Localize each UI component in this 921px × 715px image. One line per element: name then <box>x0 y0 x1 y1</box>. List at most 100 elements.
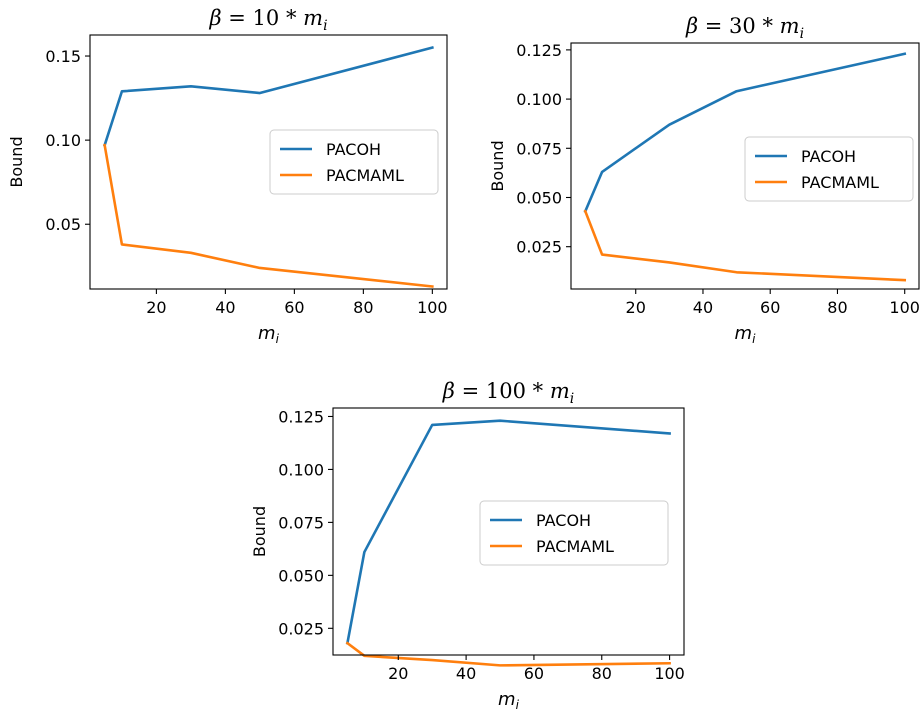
data-point-pacoh-5 <box>904 53 906 55</box>
x-tick-label: 40 <box>693 298 713 317</box>
x-tick-label: 20 <box>388 664 408 683</box>
title-var: m <box>780 14 800 38</box>
plot-frame <box>332 407 685 656</box>
title-times: * <box>526 379 550 403</box>
data-point-pacoh-5 <box>431 46 433 48</box>
data-point-pacmaml-4 <box>259 267 261 269</box>
y-tick-label: 0.05 <box>45 215 81 234</box>
y-tick-label: 0.10 <box>45 131 81 150</box>
x-axis-label: mi <box>735 323 757 346</box>
x-label-sub: i <box>752 332 756 346</box>
data-point-pacmaml-3 <box>431 659 433 661</box>
x-tick-label: 80 <box>592 664 612 683</box>
data-point-pacoh-4 <box>735 90 737 92</box>
title-times: * <box>756 14 780 38</box>
legend-label-pacmaml: PACMAML <box>326 166 404 185</box>
legend-box <box>269 129 439 195</box>
data-point-pacoh-3 <box>431 424 433 426</box>
x-tick-label: 100 <box>417 298 448 317</box>
y-tick-label: 0.125 <box>516 41 562 60</box>
x-label-sub: i <box>516 698 520 712</box>
y-tick-label: 0.025 <box>516 238 562 257</box>
legend-label-pacoh: PACOH <box>326 140 381 159</box>
x-tick-label: 80 <box>827 298 847 317</box>
x-tick-label: 60 <box>760 298 780 317</box>
series-line-pacoh <box>103 46 434 147</box>
legend: PACOH PACMAML <box>479 500 669 566</box>
x-tick-label: 20 <box>626 298 646 317</box>
y-tick-label: 0.100 <box>278 460 324 479</box>
data-point-pacoh-3 <box>668 123 670 125</box>
legend-box <box>479 500 669 566</box>
data-point-pacoh-4 <box>499 420 501 422</box>
title-equals: = <box>222 6 253 30</box>
title-var: m <box>550 379 570 403</box>
data-point-pacoh-2 <box>121 90 123 92</box>
y-tick-label: 0.125 <box>278 407 324 426</box>
title-coefficient: 100 <box>486 379 526 403</box>
y-tick-label: 0.050 <box>516 188 562 207</box>
plot-frame <box>570 42 920 290</box>
x-tick-label: 80 <box>353 298 373 317</box>
data-point-pacmaml-3 <box>668 261 670 263</box>
data-point-pacmaml-5 <box>431 285 433 287</box>
data-point-pacmaml-5 <box>904 279 906 281</box>
data-point-pacmaml-1 <box>103 144 105 146</box>
legend-label-pacoh: PACOH <box>536 511 591 530</box>
x-tick-label: 40 <box>456 664 476 683</box>
x-label-var: m <box>498 689 516 710</box>
y-tick-label: 0.025 <box>278 619 324 638</box>
x-tick-label: 40 <box>215 298 235 317</box>
title-equals: = <box>698 14 729 38</box>
data-point-pacmaml-3 <box>190 252 192 254</box>
y-axis-label: Bound <box>7 136 26 187</box>
title-coefficient: 30 <box>729 14 756 38</box>
x-tick-label: 20 <box>146 298 166 317</box>
x-tick-label: 100 <box>654 664 685 683</box>
legend-label-pacmaml: PACMAML <box>801 173 879 192</box>
title-sub: i <box>570 391 574 407</box>
data-point-pacmaml-2 <box>121 243 123 245</box>
chart-title: β = 100 * mi <box>442 379 574 407</box>
data-point-pacoh-2 <box>363 551 365 553</box>
x-label-sub: i <box>276 332 280 346</box>
y-tick-label: 0.075 <box>516 139 562 158</box>
title-beta: β <box>685 14 698 38</box>
x-label-var: m <box>735 323 753 344</box>
plot-frame <box>89 34 448 290</box>
title-var: m <box>303 6 323 30</box>
x-tick-label: 60 <box>284 298 304 317</box>
title-times: * <box>279 6 303 30</box>
series-line-pacmaml <box>583 209 907 282</box>
data-point-pacmaml-4 <box>735 271 737 273</box>
title-coefficient: 10 <box>253 6 280 30</box>
legend-label-pacmaml: PACMAML <box>536 537 614 556</box>
series-line-pacoh <box>583 52 907 213</box>
data-point-pacoh-3 <box>190 85 192 87</box>
chart-title: β = 30 * mi <box>685 14 804 42</box>
data-point-pacmaml-2 <box>601 253 603 255</box>
y-tick-label: 0.075 <box>278 513 324 532</box>
y-tick-label: 0.050 <box>278 566 324 585</box>
title-sub: i <box>323 18 327 34</box>
data-point-pacmaml-1 <box>584 210 586 212</box>
data-point-pacmaml-4 <box>499 664 501 666</box>
series-line-pacmaml <box>103 143 434 288</box>
chart-panel-3: 20 40 60 80 100 0.025 0.050 0.075 0.100 0.125 Boun… <box>250 379 685 712</box>
data-point-pacmaml-1 <box>346 642 348 644</box>
title-beta: β <box>208 6 221 30</box>
series-line-pacmaml <box>345 641 671 667</box>
data-point-pacoh-2 <box>601 171 603 173</box>
x-tick-label: 100 <box>889 298 920 317</box>
chart-panel-2: 20 40 60 80 100 0.025 0.050 0.075 0.100 0.125 Boun… <box>488 14 920 346</box>
y-axis-label: Bound <box>488 140 507 191</box>
title-beta: β <box>442 379 455 403</box>
y-axis-label: Bound <box>250 506 269 557</box>
legend: PACOH PACMAML <box>744 136 914 202</box>
title-sub: i <box>800 26 804 42</box>
legend: PACOH PACMAML <box>269 129 439 195</box>
series-line-pacoh <box>345 419 671 645</box>
x-axis-label: mi <box>258 323 280 346</box>
